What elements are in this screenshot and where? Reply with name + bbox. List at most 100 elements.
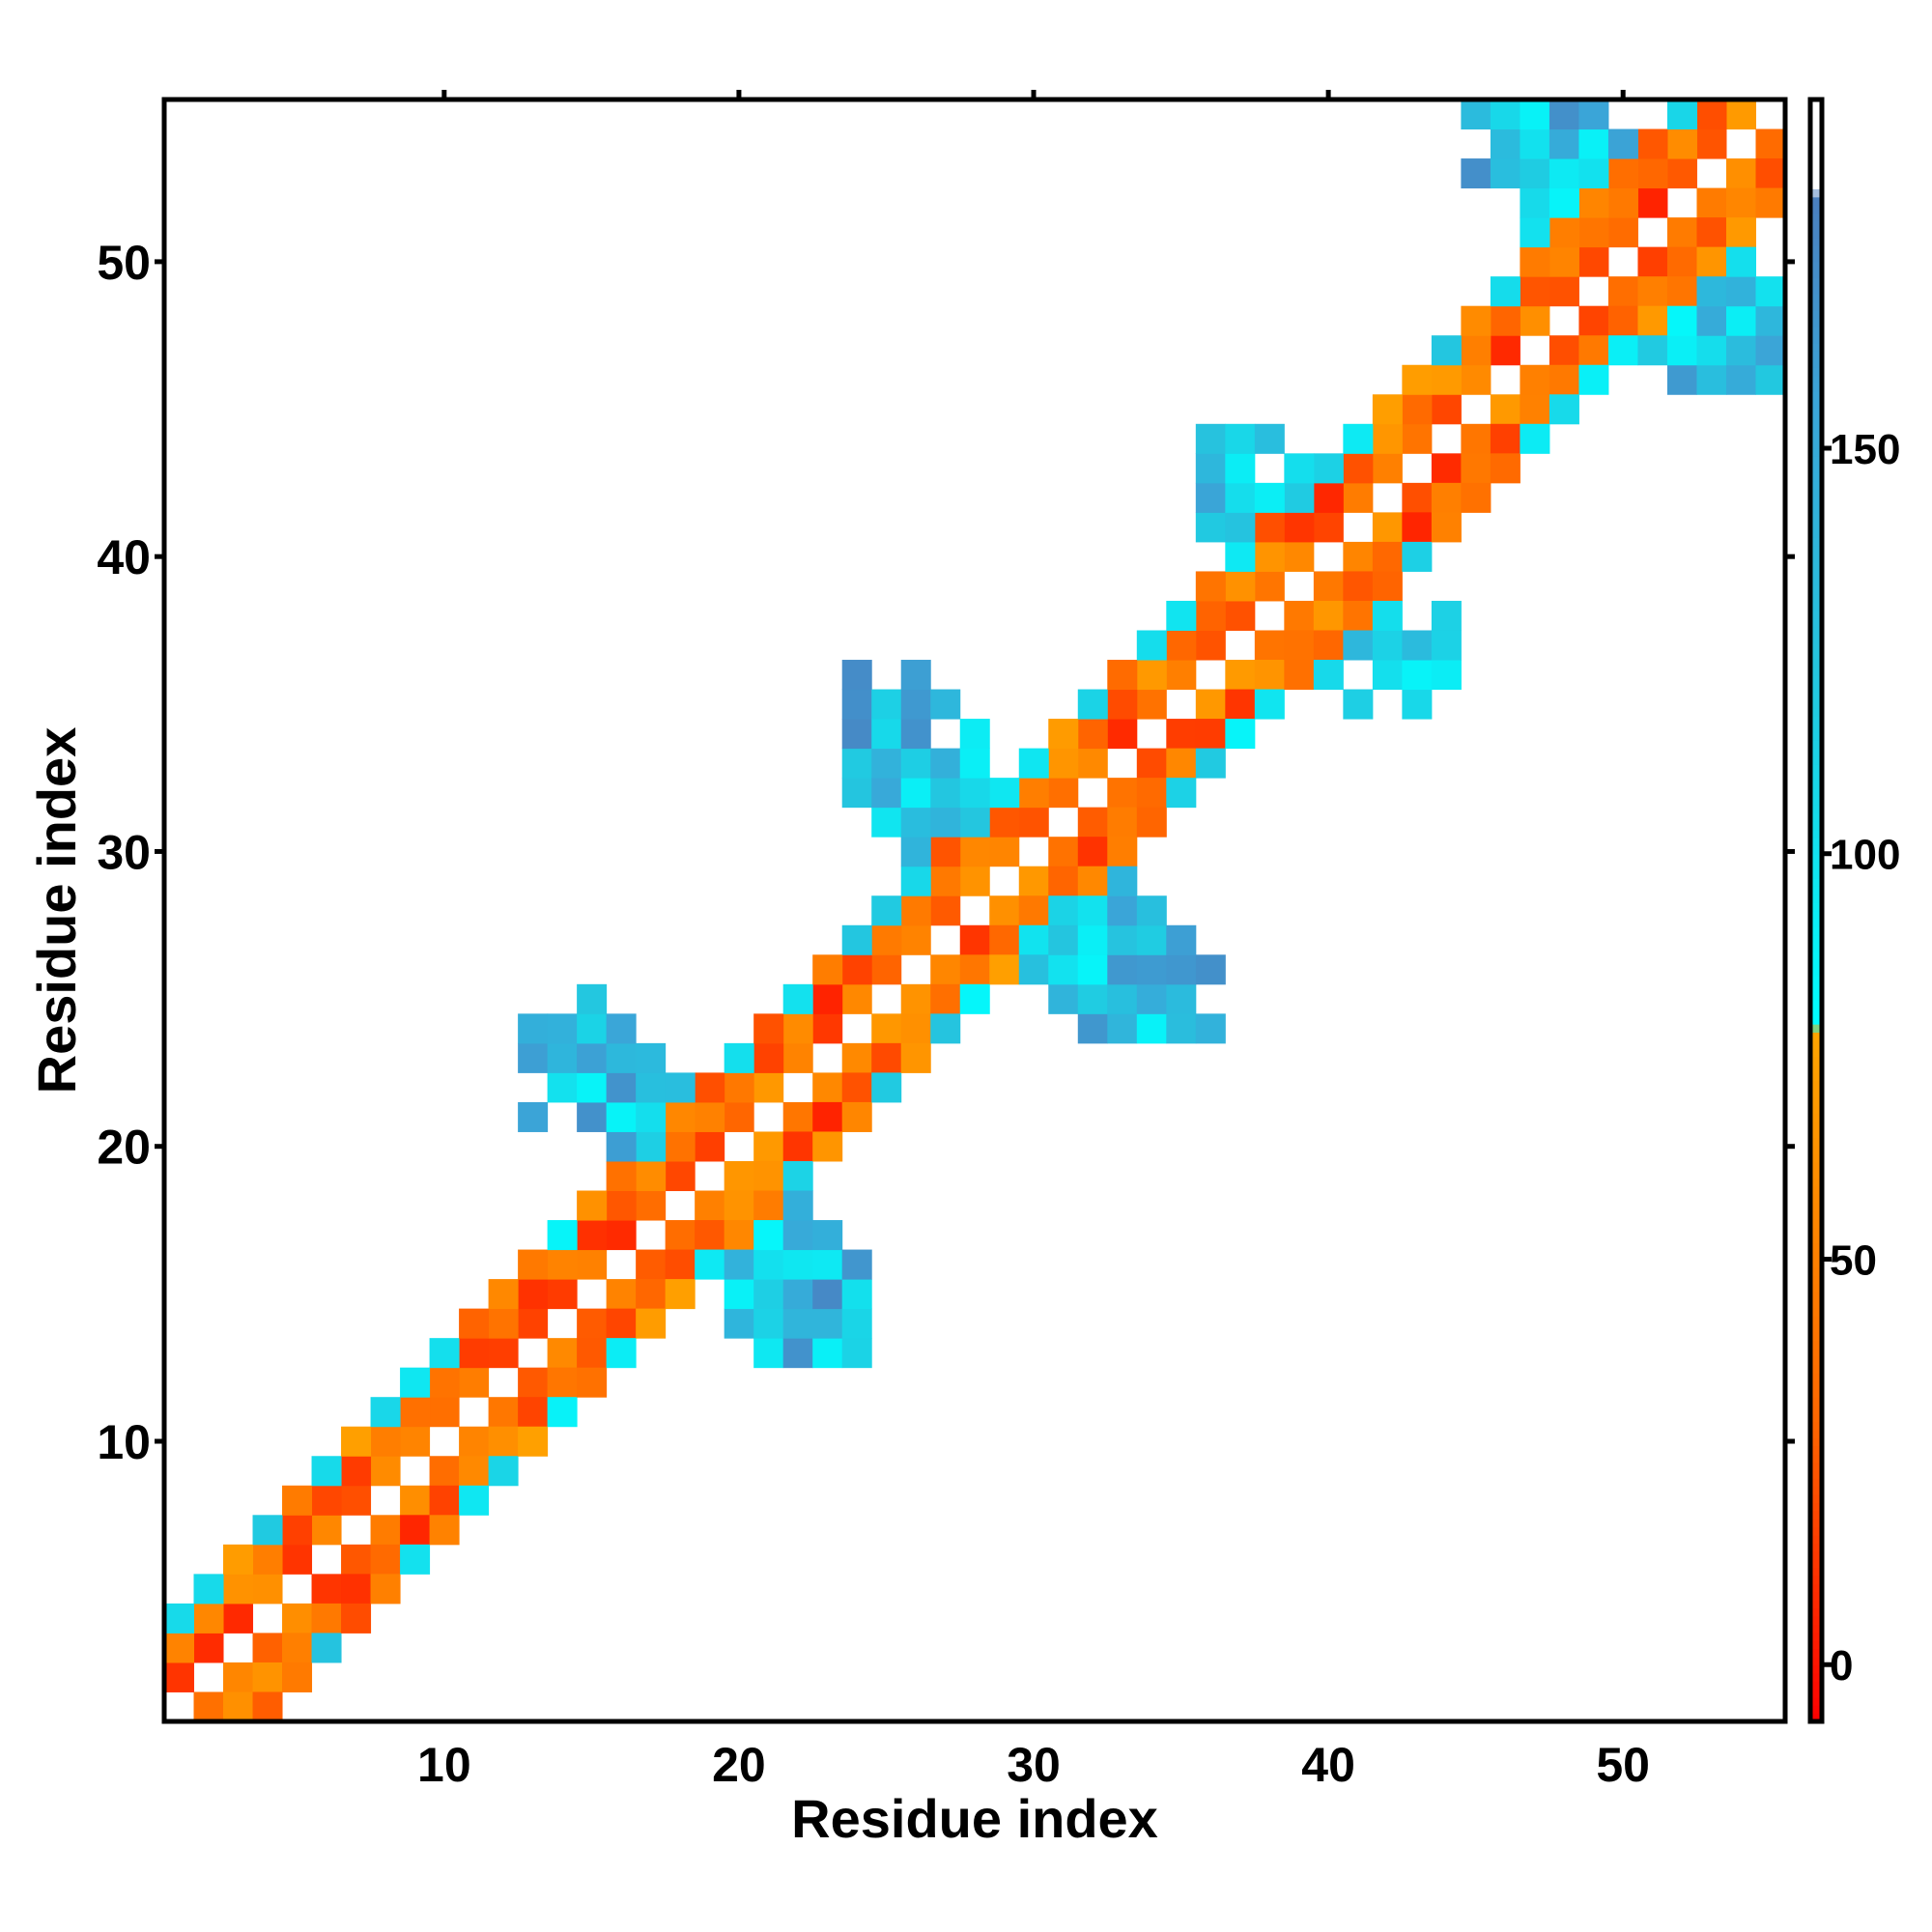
colorbar-segment xyxy=(1810,1039,1822,1049)
colorbar-segment xyxy=(1810,156,1822,165)
heatmap-cell xyxy=(753,1160,784,1192)
heatmap-cell xyxy=(1725,276,1756,307)
heatmap-cell xyxy=(871,1072,902,1103)
heatmap-cell xyxy=(753,1279,784,1310)
heatmap-cell xyxy=(841,1279,872,1310)
heatmap-cell xyxy=(459,1456,490,1487)
colorbar-segment xyxy=(1810,796,1822,806)
heatmap-cell xyxy=(400,1367,431,1398)
heatmap-cell xyxy=(1136,924,1167,955)
heatmap-cell xyxy=(1461,453,1492,484)
heatmap-cell xyxy=(282,1544,313,1575)
heatmap-cell xyxy=(1666,128,1697,159)
heatmap-cell xyxy=(900,689,931,720)
heatmap-cell xyxy=(1402,541,1433,572)
heatmap-cell xyxy=(1520,99,1550,130)
heatmap-cell xyxy=(1018,866,1049,896)
colorbar-segment xyxy=(1810,1388,1822,1398)
heatmap-cell xyxy=(311,1515,342,1546)
colorbar-segment xyxy=(1810,1032,1822,1041)
colorbar-segment xyxy=(1810,1453,1822,1463)
heatmap-cell xyxy=(1048,778,1079,809)
colorbar-segment xyxy=(1810,991,1822,1001)
colorbar-segment xyxy=(1810,862,1822,871)
y-axis: 10 20 30 40 50 xyxy=(97,236,1795,1469)
colorbar-segment xyxy=(1810,1380,1822,1390)
heatmap-cell xyxy=(1548,276,1579,307)
heatmap-cells xyxy=(164,99,1786,1722)
heatmap-cell xyxy=(1666,99,1697,130)
y-tick-label: 50 xyxy=(97,236,151,290)
heatmap-cell xyxy=(1520,128,1550,159)
heatmap-cell xyxy=(1520,246,1550,277)
heatmap-cell xyxy=(1136,630,1167,661)
heatmap-cell xyxy=(1461,364,1492,395)
heatmap-cell xyxy=(341,1485,372,1516)
heatmap-cell xyxy=(1520,394,1550,425)
heatmap-cell xyxy=(1048,983,1079,1014)
heatmap-cell xyxy=(459,1367,490,1398)
heatmap-cell xyxy=(547,1338,578,1369)
colorbar-segment xyxy=(1810,1696,1822,1706)
heatmap-cell xyxy=(223,1603,254,1634)
heatmap-cell xyxy=(1048,866,1079,896)
colorbar-segment xyxy=(1810,237,1822,246)
colorbar-segment xyxy=(1810,894,1822,903)
heatmap-cell xyxy=(1107,719,1138,750)
heatmap-cell xyxy=(1490,128,1520,159)
heatmap-cell xyxy=(695,1072,725,1103)
heatmap-cell xyxy=(1136,748,1167,779)
colorbar-segment xyxy=(1810,1161,1822,1171)
heatmap-cell xyxy=(1578,187,1609,218)
colorbar-segment xyxy=(1810,902,1822,912)
heatmap-cell xyxy=(1578,128,1609,159)
colorbar-segment xyxy=(1810,1607,1822,1617)
heatmap-cell xyxy=(223,1662,254,1692)
heatmap-cell xyxy=(459,1485,490,1516)
heatmap-cell xyxy=(1490,394,1520,425)
heatmap-cell xyxy=(1254,541,1285,572)
heatmap-cell xyxy=(665,1131,696,1162)
heatmap-cell xyxy=(1520,276,1550,307)
heatmap-cell xyxy=(959,983,990,1014)
colorbar-segment xyxy=(1810,1534,1822,1544)
heatmap-cell xyxy=(1166,660,1197,691)
heatmap-cell xyxy=(606,1190,637,1221)
heatmap-cell xyxy=(1431,630,1462,661)
colorbar-segment xyxy=(1810,635,1822,644)
colorbar-segment xyxy=(1810,869,1822,879)
heatmap-cell xyxy=(1048,748,1079,779)
heatmap-cell xyxy=(400,1515,431,1546)
heatmap-cell xyxy=(636,1279,667,1310)
heatmap-cell xyxy=(930,807,961,838)
heatmap-cell xyxy=(1313,630,1344,661)
colorbar-segment xyxy=(1810,683,1822,693)
heatmap-cell xyxy=(547,1367,578,1398)
heatmap-cell xyxy=(1107,778,1138,809)
colorbar-segment xyxy=(1810,958,1822,968)
heatmap-cell xyxy=(400,1397,431,1428)
heatmap-cell xyxy=(1490,423,1520,454)
heatmap-cell xyxy=(1136,778,1167,809)
heatmap-cell xyxy=(989,954,1020,985)
heatmap-cell xyxy=(282,1485,313,1516)
colorbar-segment xyxy=(1810,318,1822,327)
heatmap-cell xyxy=(782,1308,813,1339)
heatmap-cell xyxy=(1637,158,1668,189)
colorbar-segment xyxy=(1810,1089,1822,1098)
heatmap-cell xyxy=(1431,600,1462,631)
colorbar-segment xyxy=(1810,740,1822,750)
heatmap-cell xyxy=(341,1603,372,1634)
heatmap-cell xyxy=(841,954,872,985)
heatmap-cell xyxy=(1696,335,1727,366)
colorbar-segment xyxy=(1810,877,1822,887)
heatmap-cell xyxy=(1225,512,1256,543)
colorbar-segment xyxy=(1810,1072,1822,1082)
heatmap-cell xyxy=(370,1426,401,1457)
heatmap-cell xyxy=(695,1249,725,1280)
colorbar-segment xyxy=(1810,1332,1822,1342)
heatmap-cell xyxy=(311,1633,342,1663)
colorbar-segment xyxy=(1810,399,1822,409)
heatmap-cell xyxy=(959,807,990,838)
heatmap-cell xyxy=(547,1397,578,1428)
